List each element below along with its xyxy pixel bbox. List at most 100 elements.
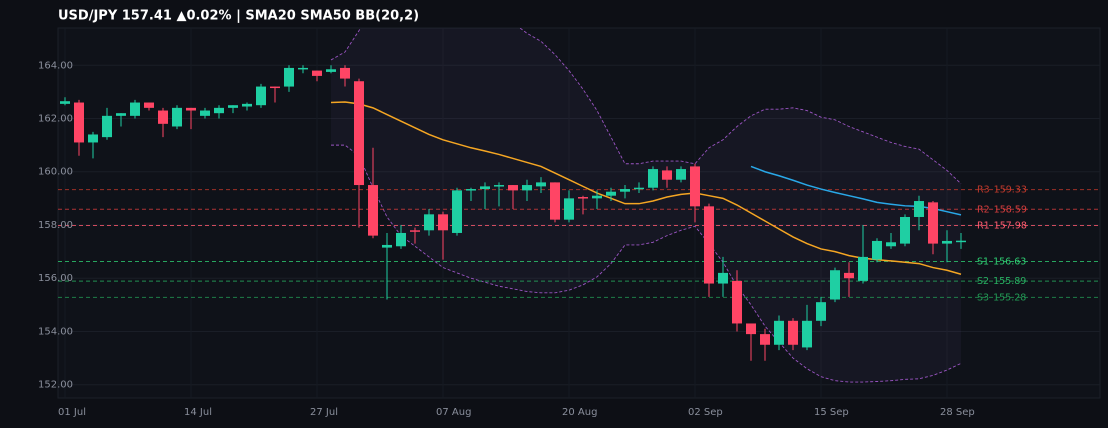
level-value: 157.98 [994, 220, 1027, 231]
candle-body [382, 244, 392, 248]
level-name: R1 [977, 220, 990, 231]
x-tick-label: 07 Aug [436, 407, 471, 418]
candle-body [858, 256, 868, 281]
candle-body [788, 320, 798, 345]
plot [58, 28, 1100, 398]
candle-body [914, 201, 924, 217]
candle-body [844, 272, 854, 279]
candle-body [956, 240, 966, 243]
candle-body [102, 115, 112, 138]
y-tick-label: 164.00 [38, 60, 73, 71]
candle-body [760, 334, 770, 345]
level-label: R1 157.98 [977, 220, 1027, 231]
candle-body [522, 185, 532, 191]
candle-body [592, 195, 602, 199]
candle-body [676, 169, 686, 180]
level-value: 158.59 [994, 204, 1027, 215]
level-name: R2 [977, 204, 990, 215]
y-tick-label: 158.00 [38, 220, 73, 231]
candle-body [396, 232, 406, 247]
candle-body [200, 110, 210, 116]
candle-body [284, 67, 294, 87]
candle-body [228, 105, 238, 108]
candle-body [550, 182, 560, 220]
candle-body [214, 107, 224, 114]
candle-body [158, 110, 168, 124]
candle-body [718, 272, 728, 284]
candle-body [186, 107, 196, 111]
level-name: S2 [977, 276, 989, 287]
candle-body [928, 202, 938, 244]
candle-body [704, 206, 714, 284]
band-fill [331, 28, 961, 383]
candle-body [270, 86, 280, 89]
candle-body [256, 86, 266, 106]
candle-body [830, 270, 840, 300]
candle-body [816, 302, 826, 321]
candle-body [648, 169, 658, 188]
candle-body [634, 187, 644, 190]
candle-body [606, 191, 616, 196]
level-name: R3 [977, 184, 990, 195]
candle-body [536, 182, 546, 187]
candle-body [802, 320, 812, 348]
level-label: R2 158.59 [977, 204, 1027, 215]
level-name: S3 [977, 292, 989, 303]
level-value: 159.33 [994, 184, 1027, 195]
candle-body [732, 280, 742, 324]
y-tick-label: 156.00 [38, 273, 73, 284]
candle-body [340, 67, 350, 79]
level-value: 155.89 [993, 276, 1026, 287]
candle-body [900, 216, 910, 244]
y-tick-label: 154.00 [38, 326, 73, 337]
x-tick-label: 14 Jul [184, 407, 212, 418]
candle-body [746, 323, 756, 335]
candle-body [620, 189, 630, 192]
candle-body [88, 134, 98, 143]
candle-body [144, 102, 154, 108]
x-tick-label: 02 Sep [688, 407, 723, 418]
candle-body [60, 101, 70, 104]
y-tick-label: 162.00 [38, 114, 73, 125]
y-tick-label: 160.00 [38, 167, 73, 178]
candle-body [298, 67, 308, 70]
candle-body [494, 185, 504, 187]
sma20-line [330, 101, 962, 275]
x-tick-label: 27 Jul [310, 407, 338, 418]
plot-area [57, 27, 1101, 399]
candle-body [942, 240, 952, 244]
candle-body [872, 240, 882, 260]
x-tick-label: 28 Sep [940, 407, 975, 418]
candle-body [452, 190, 462, 233]
bb-upper-line [330, 28, 962, 185]
y-tick-label: 152.00 [38, 380, 73, 391]
candle-body [410, 230, 420, 232]
x-tick-label: 20 Aug [562, 407, 597, 418]
candle-body [690, 166, 700, 207]
level-value: 155.28 [993, 292, 1026, 303]
candle-body [326, 69, 336, 72]
level-label: S2 155.89 [977, 276, 1026, 287]
x-tick-label: 15 Sep [814, 407, 849, 418]
candle-body [438, 214, 448, 231]
x-tick-label: 01 Jul [58, 407, 86, 418]
candle-body [312, 70, 322, 76]
candle-body [578, 197, 588, 199]
candle-body [424, 214, 434, 231]
candle-body [368, 185, 378, 236]
level-name: S1 [977, 256, 989, 267]
candle-body [130, 102, 140, 116]
candle-body [662, 170, 672, 180]
candle-body [116, 113, 126, 116]
sma50-line [750, 165, 962, 216]
chart-title: USD/JPY 157.41 ▲0.02% | SMA20 SMA50 BB(2… [58, 9, 419, 24]
candle-body [354, 81, 364, 186]
candle-body [508, 185, 518, 191]
level-label: R3 159.33 [977, 184, 1027, 195]
level-value: 156.63 [993, 256, 1026, 267]
candle-body [480, 186, 490, 190]
level-label: S1 156.63 [977, 256, 1026, 267]
candle-body [774, 320, 784, 345]
candle-body [242, 103, 252, 107]
